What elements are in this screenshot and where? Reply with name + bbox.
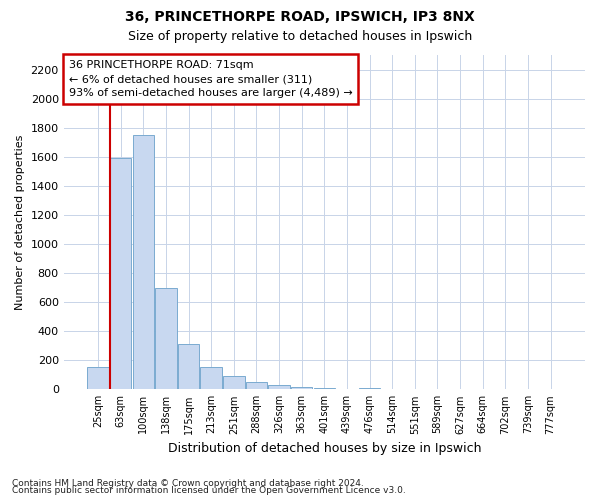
Text: Contains HM Land Registry data © Crown copyright and database right 2024.: Contains HM Land Registry data © Crown c… [12,478,364,488]
Text: 36, PRINCETHORPE ROAD, IPSWICH, IP3 8NX: 36, PRINCETHORPE ROAD, IPSWICH, IP3 8NX [125,10,475,24]
Bar [223,376,245,390]
Bar [336,388,358,390]
Bar [200,367,222,390]
Bar [291,387,313,390]
X-axis label: Distribution of detached houses by size in Ipswich: Distribution of detached houses by size … [167,442,481,455]
Bar [359,388,380,390]
Bar [178,344,199,390]
Bar [133,135,154,390]
Y-axis label: Number of detached properties: Number of detached properties [15,134,25,310]
Bar [88,367,109,390]
Bar [314,388,335,390]
Bar [246,382,267,390]
Bar [155,288,177,390]
Text: 36 PRINCETHORPE ROAD: 71sqm
← 6% of detached houses are smaller (311)
93% of sem: 36 PRINCETHORPE ROAD: 71sqm ← 6% of deta… [69,60,353,98]
Bar [110,158,131,390]
Bar [268,386,290,390]
Text: Size of property relative to detached houses in Ipswich: Size of property relative to detached ho… [128,30,472,43]
Text: Contains public sector information licensed under the Open Government Licence v3: Contains public sector information licen… [12,486,406,495]
